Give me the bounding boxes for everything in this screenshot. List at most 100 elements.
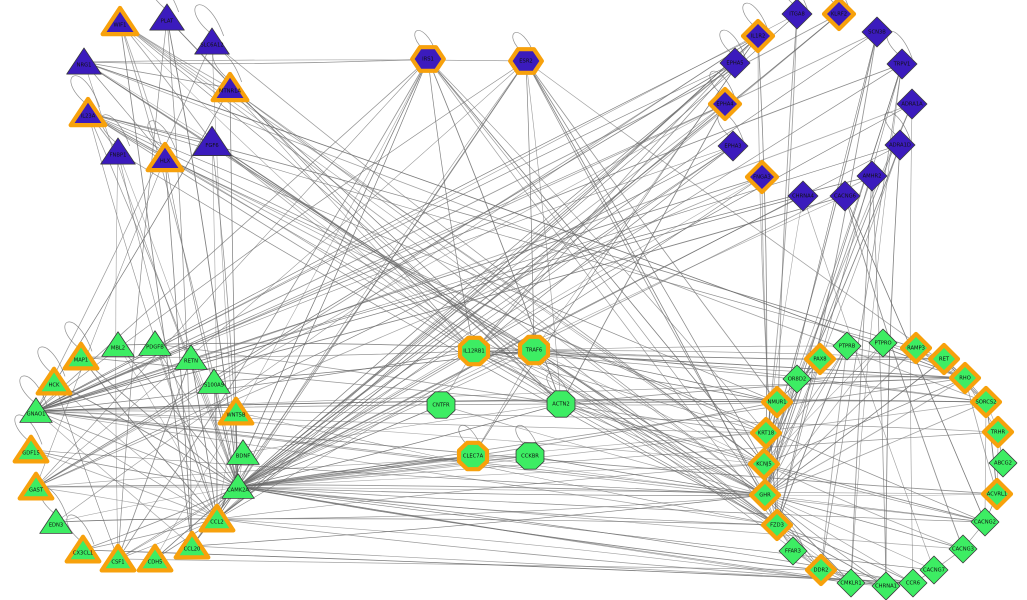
graph-node-clec7a[interactable] xyxy=(456,440,490,472)
graph-edge xyxy=(229,87,766,496)
graph-node-adra1a[interactable] xyxy=(896,88,928,120)
graph-edge xyxy=(525,60,778,526)
graph-node-kcnj5[interactable] xyxy=(747,447,781,481)
node-layer[interactable] xyxy=(12,0,1018,600)
graph-edge xyxy=(525,60,562,405)
graph-edge xyxy=(764,358,821,496)
graph-node-klrf2[interactable] xyxy=(821,0,857,32)
graph-node-cacng2[interactable] xyxy=(970,507,1000,537)
graph-node-wnt5b[interactable] xyxy=(217,396,255,426)
graph-node-s100a9[interactable] xyxy=(197,368,231,394)
graph-node-fgf6[interactable] xyxy=(192,125,232,156)
graph-edge xyxy=(30,449,218,520)
graph-node-adra1d[interactable] xyxy=(884,129,916,161)
graph-node-retn[interactable] xyxy=(174,344,208,370)
graph-node-sorcs2[interactable] xyxy=(969,385,1003,419)
graph-node-amhr2[interactable] xyxy=(856,160,888,192)
graph-node-cacng3[interactable] xyxy=(948,534,978,564)
graph-node-mtnr1a[interactable] xyxy=(210,71,250,103)
graph-node-chrna4[interactable] xyxy=(787,180,819,212)
graph-node-scn3b[interactable] xyxy=(861,16,893,48)
graph-node-nmur1[interactable] xyxy=(760,385,794,419)
graph-edge xyxy=(533,349,765,465)
graph-node-fnga3[interactable] xyxy=(744,159,780,195)
graph-node-pdgfb[interactable] xyxy=(138,330,172,356)
graph-node-fzd3[interactable] xyxy=(760,508,794,542)
graph-node-ccl20[interactable] xyxy=(173,530,211,560)
graph-node-ptpro[interactable] xyxy=(868,328,898,358)
graph-node-trhr[interactable] xyxy=(981,415,1015,449)
graph-node-cdh5[interactable] xyxy=(136,543,174,573)
graph-node-ccl2[interactable] xyxy=(198,503,236,533)
graph-node-slc6a12[interactable] xyxy=(194,27,230,55)
graph-edge xyxy=(764,494,887,587)
graph-node-epha3[interactable] xyxy=(717,130,749,162)
graph-node-cacng7[interactable] xyxy=(919,555,949,585)
graph-node-hck[interactable] xyxy=(35,366,73,396)
graph-node-cmklr1[interactable] xyxy=(836,568,866,598)
graph-node-abcg2[interactable] xyxy=(988,448,1018,478)
graph-node-itga8[interactable] xyxy=(781,0,813,30)
graph-node-chrna1[interactable] xyxy=(871,571,901,600)
graph-edge xyxy=(473,350,778,403)
graph-node-gast[interactable] xyxy=(17,471,55,501)
graph-node-rho[interactable] xyxy=(948,361,982,395)
graph-edge xyxy=(764,358,945,496)
graph-edge xyxy=(235,411,778,526)
graph-node-wif1[interactable] xyxy=(100,5,140,37)
graph-node-ghr[interactable] xyxy=(748,478,782,512)
graph-node-ffar3[interactable] xyxy=(778,536,808,566)
graph-node-esr2[interactable] xyxy=(508,47,544,75)
graph-node-gnao1[interactable] xyxy=(19,397,53,423)
graph-node-nrg1[interactable] xyxy=(66,47,102,75)
graph-edge xyxy=(796,376,966,380)
graph-node-bdnf[interactable] xyxy=(226,439,260,465)
graph-node-ccr6[interactable] xyxy=(898,568,928,598)
graph-node-epha5[interactable] xyxy=(719,47,751,79)
graph-node-pax8[interactable] xyxy=(803,342,837,376)
graph-node-il12rb1[interactable] xyxy=(457,335,491,367)
graph-node-epha4[interactable] xyxy=(707,86,743,122)
graph-node-ddr2[interactable] xyxy=(804,553,838,587)
graph-edge xyxy=(35,60,527,412)
graph-node-mbl2[interactable] xyxy=(101,331,135,357)
graph-node-map1[interactable] xyxy=(62,341,100,371)
graph-node-acvrl1[interactable] xyxy=(980,477,1014,511)
graph-edge xyxy=(117,344,239,488)
graph-node-plat[interactable] xyxy=(149,3,185,31)
graph-node-camk2a[interactable] xyxy=(221,473,255,499)
graph-node-traf6[interactable] xyxy=(517,334,551,366)
graph-node-il23a[interactable] xyxy=(68,96,108,128)
graph-edge xyxy=(35,403,562,412)
graph-node-cckbr[interactable] xyxy=(515,442,545,470)
graph-node-ptprb[interactable] xyxy=(832,331,862,361)
graph-edge xyxy=(55,518,218,523)
graph-node-ret[interactable] xyxy=(927,342,961,376)
graph-node-cx3cl1[interactable] xyxy=(64,534,102,564)
graph-edge xyxy=(87,112,562,405)
graph-edge xyxy=(35,195,846,412)
graph-node-hlx[interactable] xyxy=(145,141,185,173)
graph-edge xyxy=(216,494,766,520)
graph-node-krt18[interactable] xyxy=(749,416,783,450)
graph-node-fnbp1[interactable] xyxy=(100,137,136,165)
graph-node-csf1[interactable] xyxy=(99,543,137,573)
graph-node-or8d2[interactable] xyxy=(782,364,812,394)
graph-node-cntfr[interactable] xyxy=(426,391,456,419)
graph-node-ramp3[interactable] xyxy=(899,331,933,365)
graph-node-actn2[interactable] xyxy=(546,390,576,418)
graph-node-il1r2[interactable] xyxy=(740,18,776,54)
graph-node-edn3[interactable] xyxy=(39,508,73,534)
graph-node-irs1[interactable] xyxy=(410,45,446,73)
self-loop-edge xyxy=(70,75,101,108)
graph-edge xyxy=(850,63,903,584)
graph-edge xyxy=(117,151,218,520)
graph-edge xyxy=(427,58,766,496)
graph-edge xyxy=(237,403,562,488)
graph-edge xyxy=(764,401,987,496)
graph-node-cacng6[interactable] xyxy=(829,180,861,212)
graph-node-gdf15[interactable] xyxy=(12,434,50,464)
graph-node-trpv1[interactable] xyxy=(886,48,918,80)
